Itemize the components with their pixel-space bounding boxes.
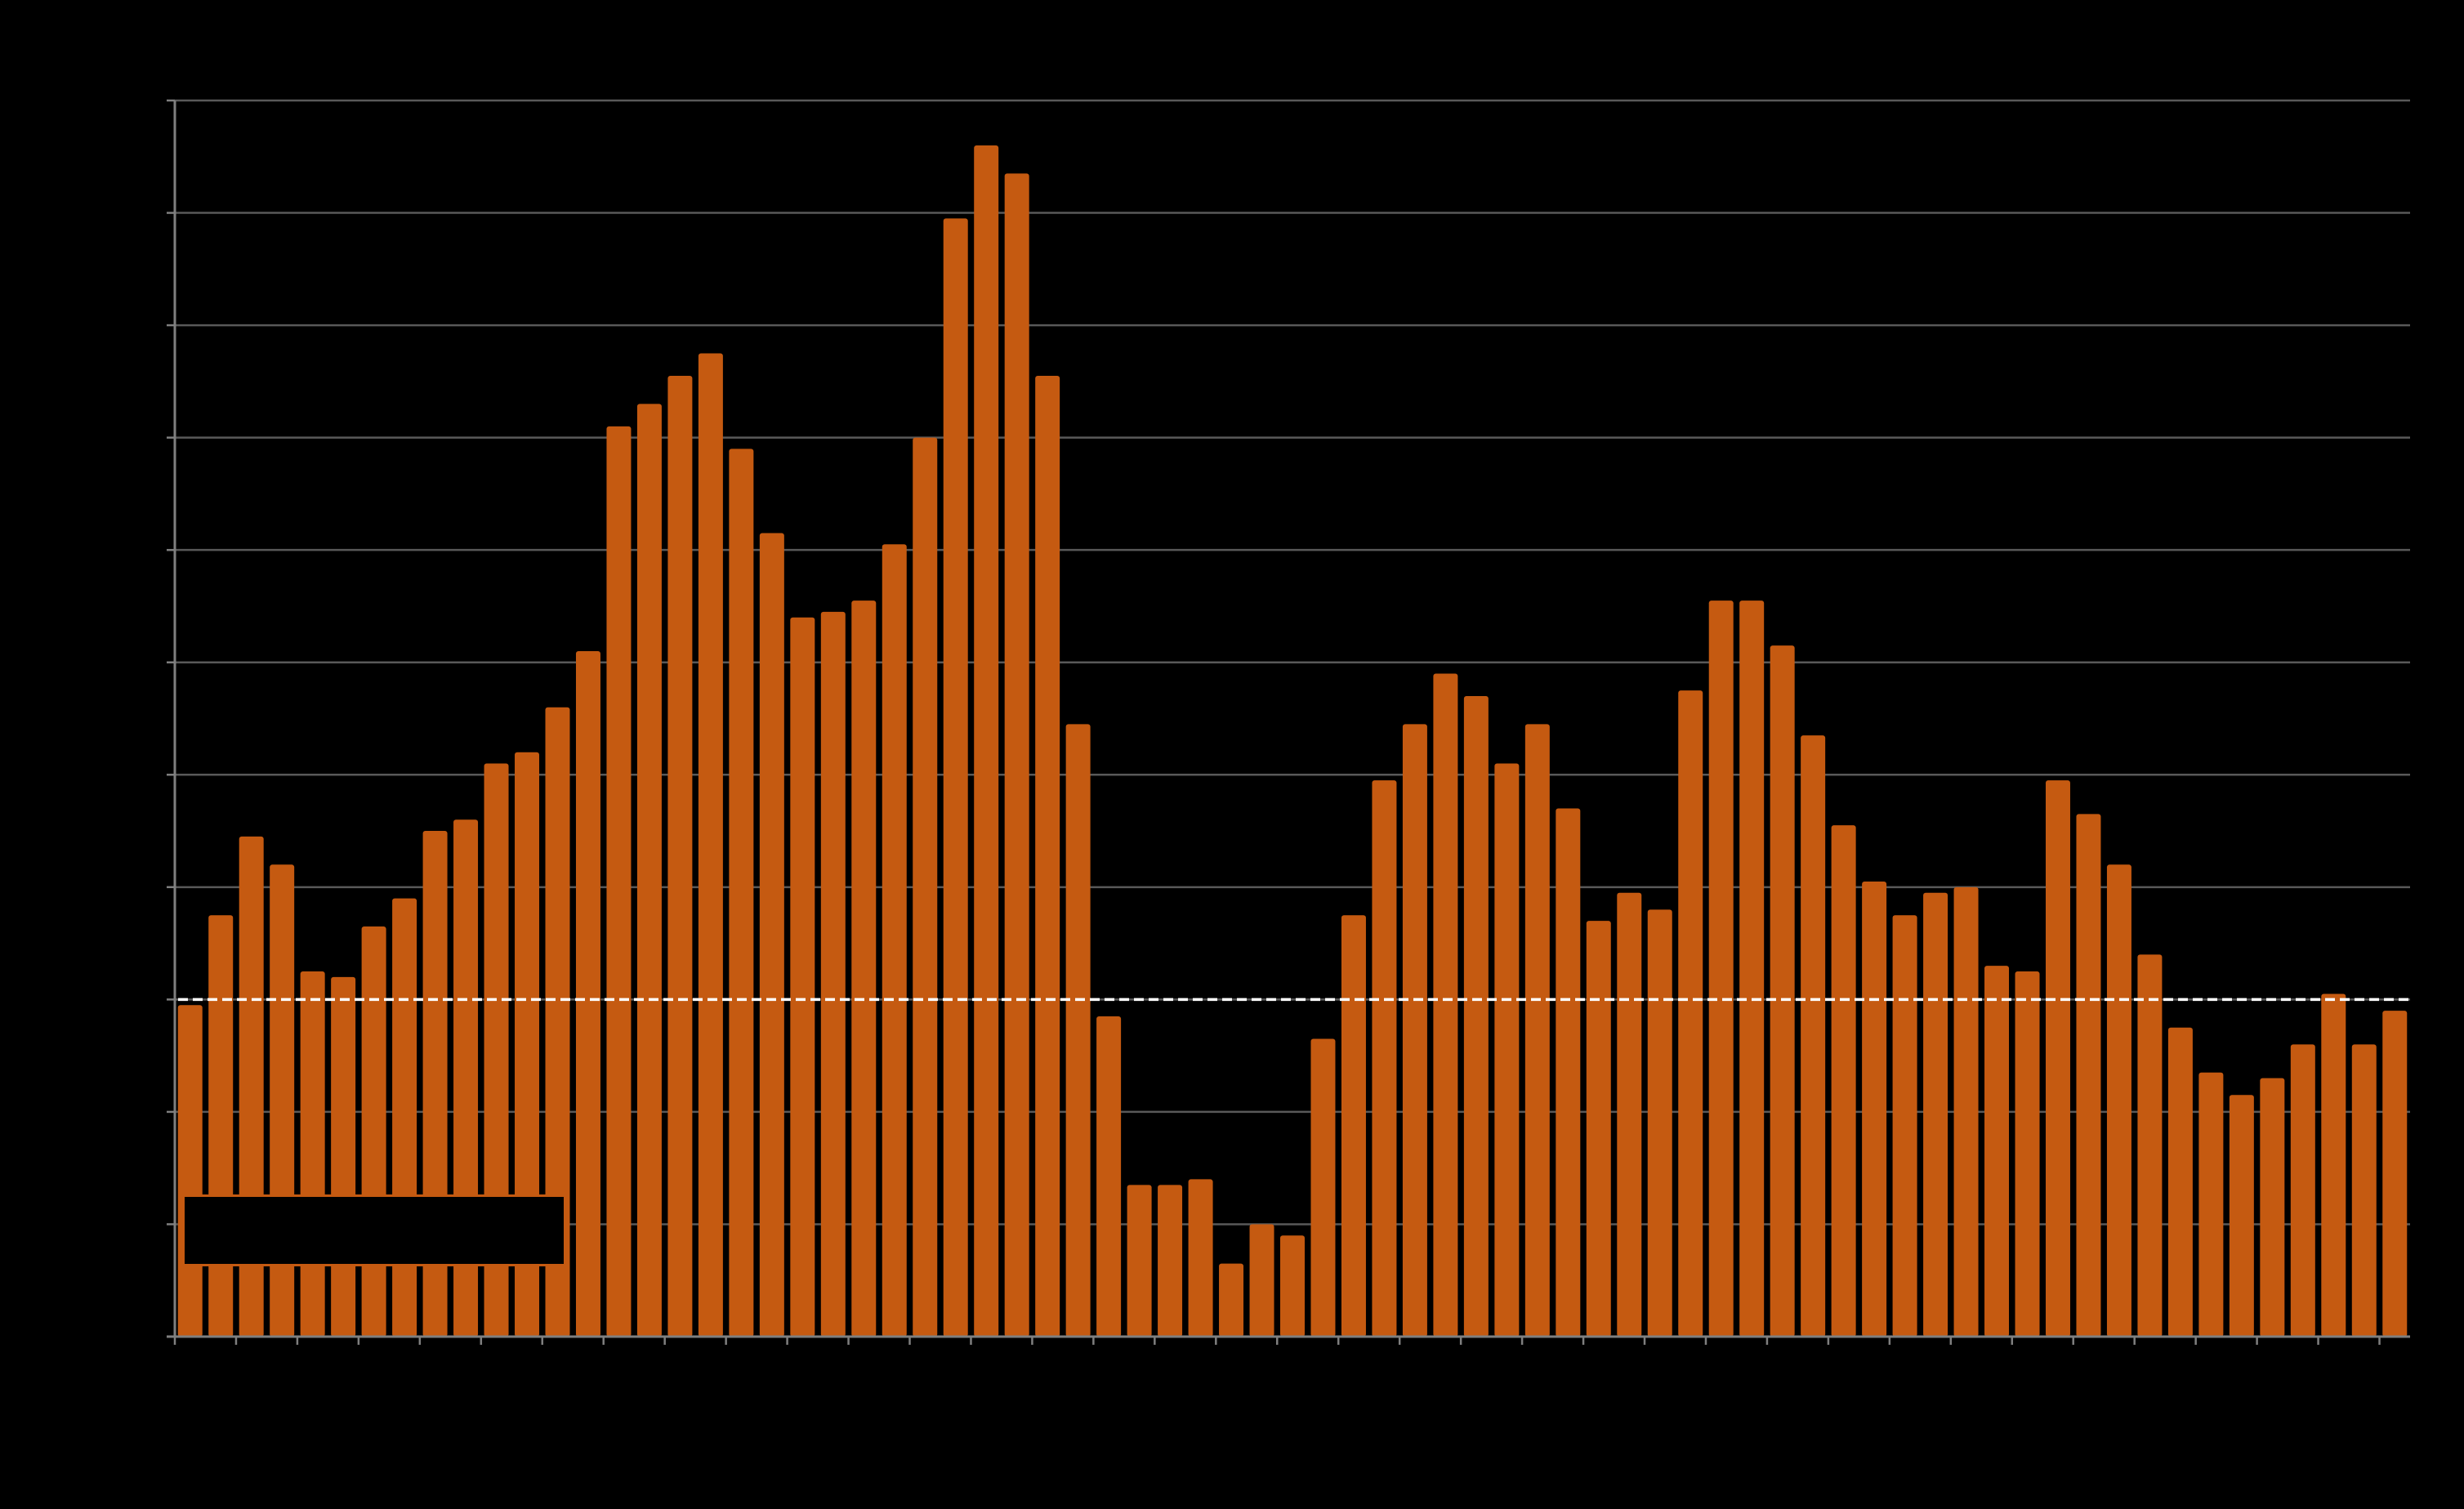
axes [167,99,2410,1345]
bar [882,544,907,1337]
bar [2321,993,2346,1337]
bar [1617,892,1642,1337]
bar [636,404,662,1337]
bar [820,611,846,1337]
bar [2106,864,2131,1337]
bar [2260,1078,2285,1337]
bar [913,437,938,1337]
bar [851,600,877,1337]
bar [1524,724,1550,1337]
bar [1096,1016,1122,1337]
bar [392,898,417,1337]
bar [1678,690,1703,1337]
bar [2167,1027,2193,1337]
bar [2351,1044,2377,1337]
bar [177,1005,203,1337]
bar [1035,375,1060,1337]
bar [1280,1235,1305,1337]
bar [1127,1185,1152,1337]
bar [331,976,356,1337]
legend-box [182,1194,566,1266]
bar [698,353,723,1337]
bar [1984,966,2010,1337]
bar [1739,600,1765,1337]
bar [2045,780,2070,1337]
bar [1647,909,1672,1337]
bar [1341,915,1366,1337]
bar [1402,724,1427,1337]
bar [208,915,234,1337]
bar [759,533,784,1337]
bar [1372,780,1397,1337]
bar [790,617,815,1337]
bar [545,707,570,1337]
bar [1862,881,1887,1337]
bar [361,926,386,1337]
bar [1463,695,1489,1337]
gridlines [175,99,2410,1226]
bar [1188,1179,1213,1337]
bar [1556,808,1581,1337]
bar [1433,673,1458,1337]
bar [1708,600,1734,1337]
bar [1310,1038,1336,1337]
bar [2382,1011,2408,1337]
bar [1923,892,1948,1337]
bar [2137,954,2163,1337]
bar [575,650,600,1337]
bar [1158,1185,1183,1337]
bar [2198,1072,2224,1337]
bar [2076,814,2101,1337]
bar [1801,735,1826,1337]
bar [1219,1263,1244,1337]
bar [729,449,754,1337]
bar [484,763,509,1337]
bar [1494,763,1520,1337]
bar [943,218,968,1337]
bar [1586,921,1611,1337]
bars [177,145,2408,1337]
bar [667,375,693,1337]
bar [974,145,999,1337]
bar [606,426,632,1337]
bar [1065,724,1091,1337]
bar [2015,971,2040,1337]
bar [1892,915,1917,1337]
bar [1004,173,1029,1337]
bar [1953,886,1979,1337]
bar [1831,825,1856,1337]
bar [515,752,540,1337]
bar [1249,1224,1274,1337]
bar [2290,1044,2315,1337]
bar [300,971,325,1337]
bar [1770,645,1795,1337]
bar [2229,1095,2254,1337]
